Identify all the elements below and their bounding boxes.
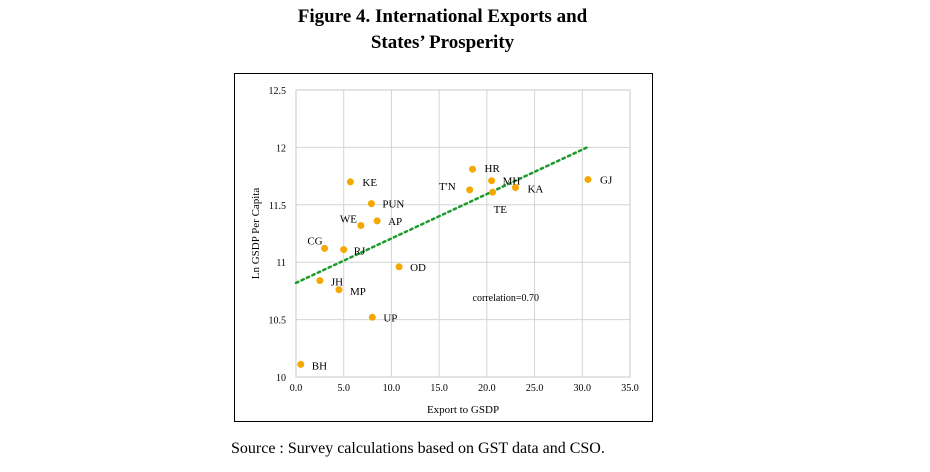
data-point bbox=[367, 200, 375, 208]
data-point-label: RJ bbox=[354, 246, 366, 258]
y-axis-title: Ln GSDP Per Capita bbox=[250, 188, 262, 280]
data-point bbox=[395, 263, 403, 271]
data-point-label: TE bbox=[494, 204, 508, 216]
correlation-annotation: correlation=0.70 bbox=[473, 293, 539, 304]
chart-title-line-2: States’ Prosperity bbox=[370, 32, 515, 53]
data-point-label: PUN bbox=[382, 199, 404, 211]
data-point-label: CG bbox=[307, 235, 322, 247]
chart-title-line-1: Figure 4. International Exports and bbox=[297, 6, 588, 27]
x-tick-label: 0.0 bbox=[290, 383, 303, 394]
y-tick-label: 11 bbox=[276, 258, 286, 269]
data-point bbox=[357, 221, 365, 229]
plot-area bbox=[295, 89, 631, 378]
data-point bbox=[321, 244, 329, 252]
data-point-label: BH bbox=[312, 360, 327, 372]
data-point-label: JH bbox=[331, 277, 343, 289]
x-tick-label: 30.0 bbox=[574, 383, 592, 394]
data-point bbox=[584, 176, 592, 184]
data-point-label: GJ bbox=[600, 175, 613, 187]
x-tick-label: 15.0 bbox=[430, 383, 448, 394]
x-tick-label: 20.0 bbox=[478, 383, 496, 394]
y-tick-label: 12 bbox=[276, 143, 286, 154]
data-point-label: OD bbox=[410, 262, 426, 274]
data-point bbox=[489, 188, 497, 196]
data-point bbox=[511, 184, 519, 192]
data-point-label: MP bbox=[350, 286, 366, 298]
data-point bbox=[316, 277, 324, 285]
y-tick-label: 11.5 bbox=[269, 201, 286, 212]
data-point bbox=[335, 286, 343, 294]
scatter-chart: 0.0 5.0 10.0 15.0 20.0 25.0 30.0 35.0 10 10.5 11 11… bbox=[250, 86, 639, 416]
data-point bbox=[466, 186, 474, 194]
data-point-label: HR bbox=[485, 163, 501, 175]
x-tick-label: 35.0 bbox=[621, 383, 639, 394]
data-point-label: AP bbox=[388, 216, 402, 228]
x-axis-title: Export to GSDP bbox=[427, 404, 499, 416]
x-tick-label: 10.0 bbox=[383, 383, 401, 394]
data-point bbox=[368, 313, 376, 321]
data-point bbox=[297, 360, 305, 368]
trendline bbox=[294, 146, 589, 285]
data-point bbox=[340, 246, 348, 254]
chart-frame bbox=[234, 73, 653, 422]
data-point bbox=[346, 178, 354, 186]
data-point-label: KA bbox=[527, 184, 543, 196]
data-point bbox=[373, 217, 381, 225]
data-point bbox=[488, 177, 496, 185]
x-tick-label: 25.0 bbox=[526, 383, 544, 394]
y-tick-label: 10.5 bbox=[269, 316, 287, 327]
x-tick-label: 5.0 bbox=[337, 383, 350, 394]
data-point-label: KE bbox=[362, 177, 377, 189]
data-point-label: WE bbox=[340, 213, 357, 225]
y-tick-label: 12.5 bbox=[269, 86, 287, 97]
source-note: Source : Survey calculations based on GS… bbox=[231, 440, 605, 457]
y-tick-label: 10 bbox=[276, 373, 286, 384]
data-point-label: T'N bbox=[439, 181, 456, 193]
data-point-label: UP bbox=[383, 312, 397, 324]
data-point bbox=[469, 165, 477, 173]
